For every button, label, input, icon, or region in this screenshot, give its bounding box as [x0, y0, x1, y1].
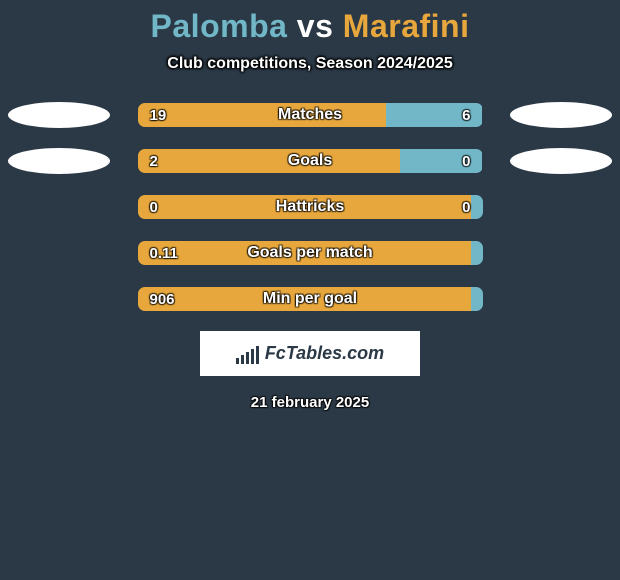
- stat-bar: 196Matches: [138, 103, 483, 127]
- stat-left-value: 2: [150, 153, 158, 170]
- stat-bar-right-seg: 0: [471, 195, 483, 219]
- stat-bar-right-seg: 0: [400, 149, 483, 173]
- stat-bar-left-seg: 0.11: [138, 241, 471, 265]
- player2-badge: [510, 148, 612, 174]
- stat-bar: 00Hattricks: [138, 195, 483, 219]
- subtitle: Club competitions, Season 2024/2025: [0, 55, 620, 73]
- stat-left-value: 906: [150, 291, 175, 308]
- player2-badge: [510, 102, 612, 128]
- stat-bar: 0.11Goals per match: [138, 241, 483, 265]
- stat-bar: 20Goals: [138, 149, 483, 173]
- stat-right-value: 0: [462, 199, 470, 216]
- stat-left-value: 0: [150, 199, 158, 216]
- stat-right-value: 6: [462, 107, 470, 124]
- stat-row: 0.11Goals per match: [0, 239, 620, 267]
- root-container: Palomba vs Marafini Club competitions, S…: [0, 0, 620, 580]
- stat-row: 20Goals: [0, 147, 620, 175]
- stat-bar-right-seg: 6: [386, 103, 483, 127]
- logo-bar-segment: [246, 352, 249, 364]
- logo-box: FcTables.com: [200, 331, 420, 376]
- stat-bar-left-seg: 0: [138, 195, 471, 219]
- logo-text: FcTables.com: [265, 343, 384, 364]
- logo-bars-icon: [236, 344, 259, 364]
- page-title: Palomba vs Marafini: [0, 0, 620, 45]
- stats-rows: 196Matches20Goals00Hattricks0.11Goals pe…: [0, 101, 620, 313]
- stat-left-value: 19: [150, 107, 167, 124]
- stat-row: 906Min per goal: [0, 285, 620, 313]
- stat-right-value: 0: [462, 153, 470, 170]
- logo-bar-segment: [256, 346, 259, 364]
- stat-row: 00Hattricks: [0, 193, 620, 221]
- stat-bar-left-seg: 2: [138, 149, 400, 173]
- stat-bar-right-seg: [471, 287, 483, 311]
- player1-badge: [8, 102, 110, 128]
- stat-row: 196Matches: [0, 101, 620, 129]
- player1-name: Palomba: [151, 8, 288, 44]
- stat-bar: 906Min per goal: [138, 287, 483, 311]
- stat-left-value: 0.11: [150, 245, 178, 262]
- vs-text: vs: [297, 8, 334, 44]
- player1-badge: [8, 148, 110, 174]
- logo-bar-segment: [236, 358, 239, 364]
- stat-bar-left-seg: 906: [138, 287, 471, 311]
- player2-name: Marafini: [343, 8, 470, 44]
- logo-bar-segment: [241, 355, 244, 364]
- logo-bar-segment: [251, 349, 254, 364]
- footer-date: 21 february 2025: [0, 394, 620, 411]
- stat-bar-right-seg: [471, 241, 483, 265]
- stat-bar-left-seg: 19: [138, 103, 386, 127]
